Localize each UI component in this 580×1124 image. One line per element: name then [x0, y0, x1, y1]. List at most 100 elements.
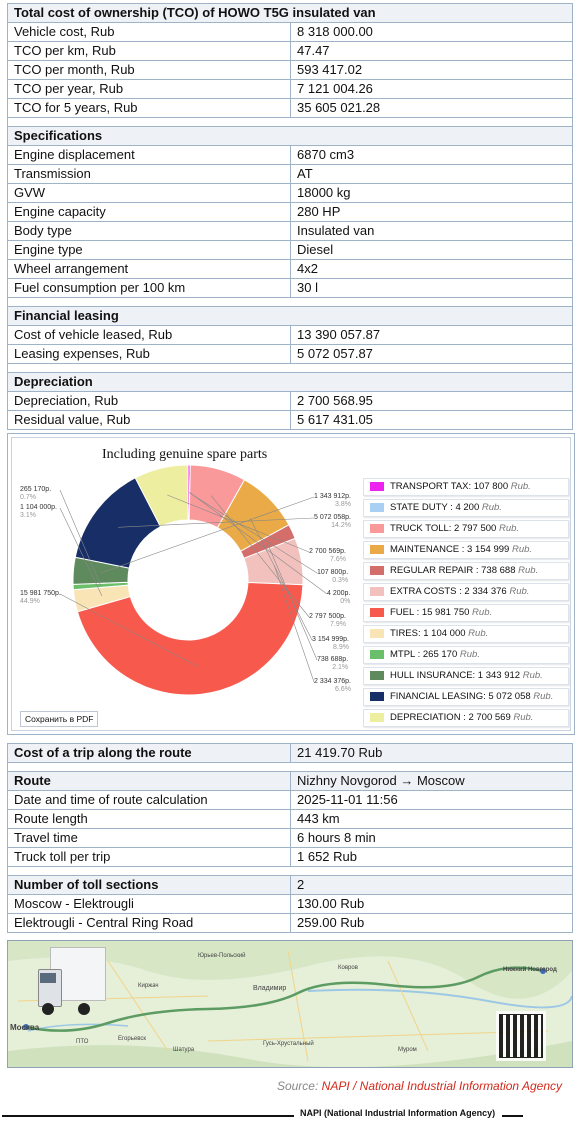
- slice-label: 15 981 750р. 44.9%: [20, 590, 61, 605]
- table-row: Engine displacement 6870 cm3: [7, 145, 573, 165]
- legend-swatch: [370, 607, 384, 617]
- leader-line: [274, 565, 315, 683]
- legend-item[interactable]: DEPRECIATION : 2 700 569 Rub.: [363, 709, 569, 727]
- table-row: Vehicle cost, Rub 8 318 000.00: [7, 22, 573, 42]
- slice-label: 265 170р. 0.7%: [20, 486, 52, 501]
- map-town: Москва: [10, 1023, 40, 1032]
- legend-unit: Rub.: [459, 649, 480, 660]
- legend-label: TIRES: 1 104 000: [390, 628, 469, 639]
- slice-label: 738 688р. 2.1%: [317, 656, 349, 671]
- legend-swatch: [370, 628, 384, 638]
- table-row: Body type Insulated van: [7, 221, 573, 241]
- route-value: Nizhny Novgorod → Moscow: [290, 771, 573, 791]
- legend-item[interactable]: EXTRA COSTS : 2 334 376 Rub.: [363, 583, 569, 601]
- slice-label: 4 200р. 0%: [327, 590, 351, 605]
- legend-swatch: [370, 565, 384, 575]
- leader-line: [118, 517, 315, 528]
- table-row: Leasing expenses, Rub 5 072 057.87: [7, 344, 573, 364]
- legend-unit: Rub.: [472, 607, 493, 618]
- legend-unit: Rub.: [522, 670, 543, 681]
- legend-item[interactable]: MTPL : 265 170 Rub.: [363, 646, 569, 664]
- slice-label: 2 700 569р. 7.6%: [309, 548, 346, 563]
- specifications-title: Specifications: [7, 126, 573, 146]
- map-town: Гусь-Хрустальный: [263, 1041, 314, 1047]
- legend-swatch: [370, 649, 384, 659]
- legend-item[interactable]: TRUCK TOLL: 2 797 500 Rub.: [363, 520, 569, 538]
- legend-label: MAINTENANCE : 3 154 999: [390, 544, 512, 555]
- qr-code-icon: [496, 1011, 546, 1061]
- slice-label: 2 334 376р. 6.6%: [314, 678, 351, 693]
- legend-item[interactable]: HULL INSURANCE: 1 343 912 Rub.: [363, 667, 569, 685]
- legend-item[interactable]: MAINTENANCE : 3 154 999 Rub.: [363, 541, 569, 559]
- tco-title: Total cost of ownership (TCO) of HOWO T5…: [7, 3, 573, 23]
- map-town: Шатура: [173, 1047, 195, 1053]
- legend-label: FINANCIAL LEASING: 5 072 058: [390, 691, 534, 702]
- legend-item[interactable]: FINANCIAL LEASING: 5 072 058 Rub.: [363, 688, 569, 706]
- slice-label: 1 104 000р. 3.1%: [20, 504, 57, 519]
- table-row: TCO for 5 years, Rub 35 605 021.28: [7, 98, 573, 118]
- table-row: TCO per month, Rub 593 417.02: [7, 60, 573, 80]
- depreciation-title: Depreciation: [7, 372, 573, 392]
- leader-line: [59, 489, 101, 586]
- table-row: Cost of vehicle leased, Rub 13 390 057.87: [7, 325, 573, 345]
- table-row: Engine capacity 280 HP: [7, 202, 573, 222]
- footer-divider: [2, 1115, 294, 1117]
- legend-unit: Rub.: [498, 523, 520, 534]
- legend-swatch: [370, 502, 384, 512]
- leader-line: [59, 507, 103, 596]
- legend-swatch: [370, 586, 384, 596]
- legend-item[interactable]: TIRES: 1 104 000 Rub.: [363, 625, 569, 643]
- footer-text: NAPI (National Industrial Information Ag…: [300, 1108, 496, 1118]
- table-row: Travel time 6 hours 8 min: [7, 828, 573, 848]
- legend-swatch: [370, 691, 384, 701]
- legend-item[interactable]: REGULAR REPAIR : 738 688 Rub.: [363, 562, 569, 580]
- legend-item[interactable]: STATE DUTY : 4 200 Rub.: [363, 499, 569, 517]
- table-row: Date and time of route calculation 2025-1…: [7, 790, 573, 810]
- legend-label: FUEL : 15 981 750: [390, 607, 473, 618]
- table-row: GVW 18000 kg: [7, 183, 573, 203]
- slice-label: 5 072 058р. 14.2%: [314, 514, 351, 529]
- legend-unit: Rub.: [468, 628, 489, 639]
- trip-cost-value: 21 419.70 Rub: [290, 743, 573, 763]
- legend-unit: Rub.: [481, 502, 502, 513]
- slice-fuel[interactable]: [76, 581, 304, 696]
- map-town: Ковров: [338, 965, 358, 971]
- table-row: Wheel arrangement 4x2: [7, 259, 573, 279]
- chart-title: Including genuine spare parts: [102, 447, 268, 462]
- table-row: TCO per km, Rub 47.47: [7, 41, 573, 61]
- leader-line: [188, 492, 318, 574]
- legend-item[interactable]: FUEL : 15 981 750 Rub.: [363, 604, 569, 622]
- legend-item[interactable]: TRANSPORT TAX: 107 800 Rub.: [363, 478, 569, 496]
- map-town: Киржач: [138, 983, 159, 989]
- route-label: Route: [7, 771, 291, 791]
- slice-label: 1 343 912р. 3.8%: [314, 493, 351, 508]
- cost-structure-chart: Including genuine spare parts 1 343 912р…: [7, 433, 575, 735]
- legend-label: HULL INSURANCE: 1 343 912: [390, 670, 523, 681]
- slice-label: 2 797 500р. 7.9%: [309, 613, 346, 628]
- leader-line: [250, 518, 313, 641]
- map-town: Егорьевск: [118, 1036, 146, 1042]
- leader-line: [189, 492, 328, 595]
- source-line: Source: NAPI / National Industrial Infor…: [276, 1079, 562, 1093]
- leasing-title: Financial leasing: [7, 306, 573, 326]
- slice-label: 107 800р. 0.3%: [317, 569, 349, 584]
- route-map[interactable]: Москва Владимир Ковров Нижний Новгород М…: [7, 940, 573, 1068]
- source-link[interactable]: NAPI / National Industrial Information A…: [321, 1079, 562, 1093]
- slice-depreciation[interactable]: [134, 464, 189, 528]
- legend-label: TRANSPORT TAX: 107 800: [390, 481, 511, 492]
- donut-chart: [59, 464, 328, 696]
- legend-swatch: [370, 712, 384, 722]
- trip-cost-label: Cost of a trip along the route: [7, 743, 291, 763]
- footer: NAPI (National Industrial Information Ag…: [0, 1108, 580, 1124]
- legend-swatch: [370, 670, 384, 680]
- legend-label: TRUCK TOLL: 2 797 500: [390, 523, 499, 534]
- truck-image: [38, 947, 108, 1025]
- map-town: Юрьев-Польский: [198, 953, 246, 959]
- legend-unit: Rub.: [533, 691, 554, 702]
- footer-divider: [502, 1115, 523, 1117]
- map-town: Владимир: [253, 985, 287, 992]
- slice-label: 3 154 999р. 8.9%: [312, 636, 349, 651]
- leader-line: [267, 542, 318, 661]
- legend-swatch: [370, 523, 384, 533]
- save-pdf-button[interactable]: Сохранить в PDF: [20, 711, 99, 727]
